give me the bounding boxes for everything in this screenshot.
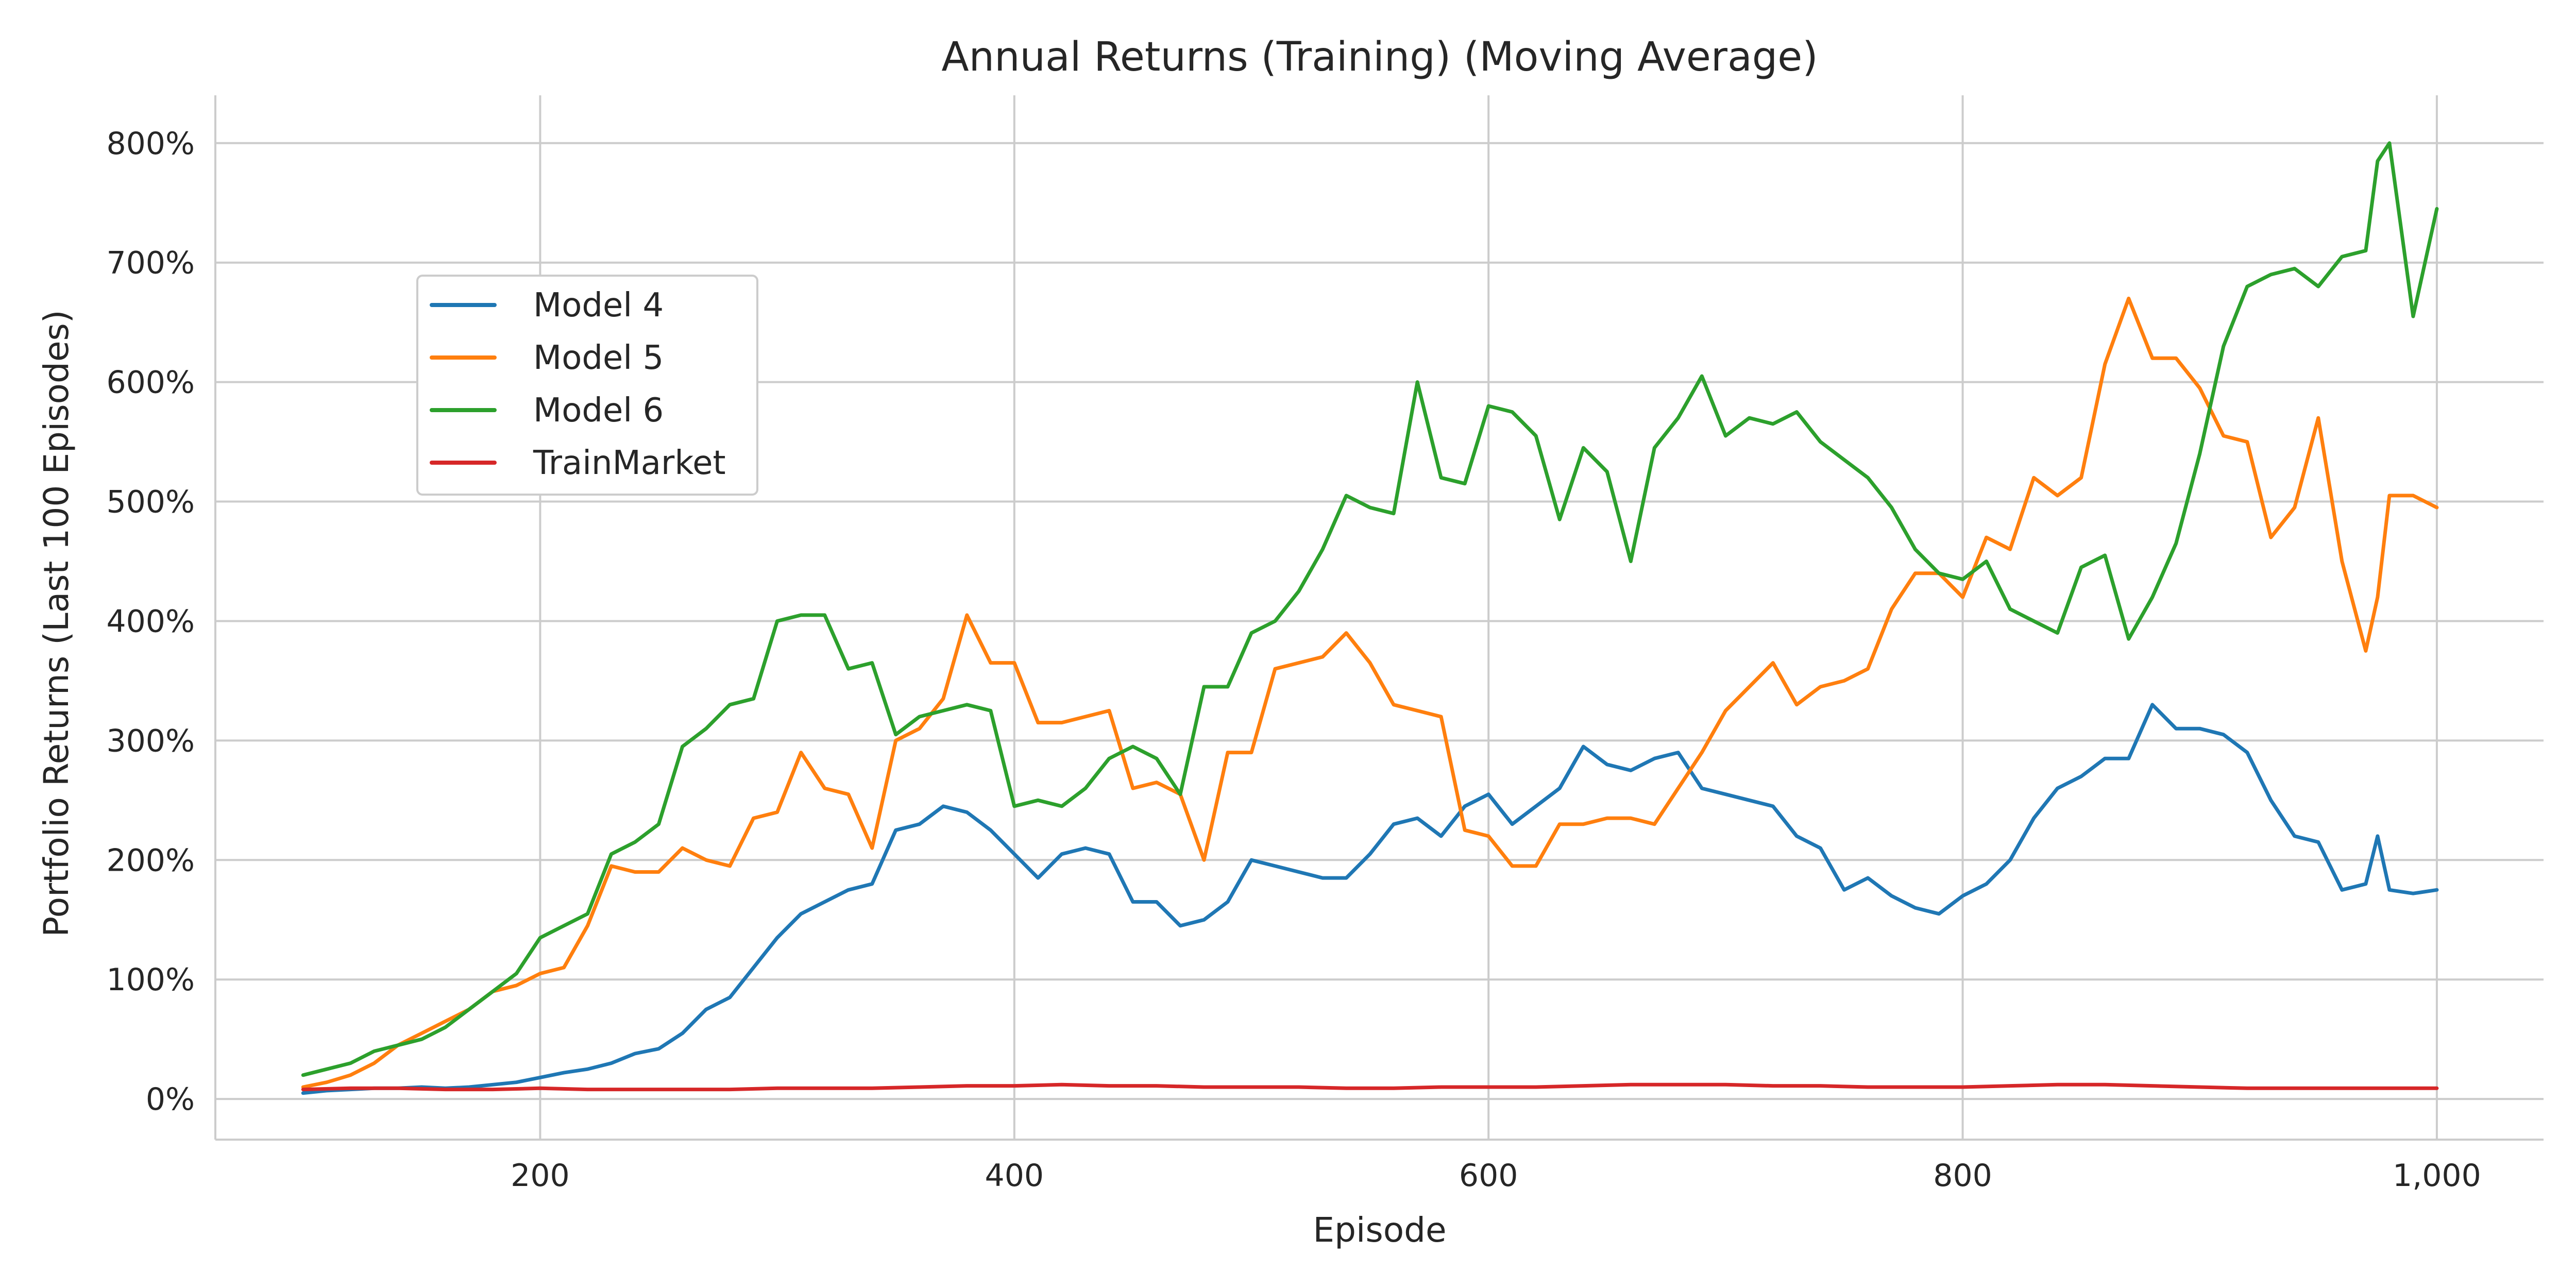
series-line-trainmarket (301, 1082, 2439, 1092)
x-axis-label: Episode (1313, 1210, 1446, 1250)
axes (214, 95, 2544, 1141)
legend-box (416, 275, 758, 496)
x-tick-label: 400 (985, 1158, 1044, 1194)
grid (215, 95, 2544, 1140)
y-tick-label: 400% (106, 603, 195, 639)
y-tick-label: 100% (106, 962, 195, 998)
y-tick-label: 500% (106, 484, 195, 520)
y-tick-label: 800% (106, 126, 195, 162)
y-axis-label: Portfolio Returns (Last 100 Episodes) (37, 310, 76, 937)
y-tick-label: 300% (106, 723, 195, 759)
x-tick-label: 200 (511, 1158, 570, 1194)
series-line-model-6 (301, 141, 2439, 1077)
y-tick-label: 0% (146, 1081, 195, 1117)
legend-label-trainmarket: TrainMarket (533, 444, 726, 482)
tick-labels: 200 400 600 800 1,000 0% 100% 200% 300% 400% 500% 6… (106, 126, 2481, 1194)
chart-title: Annual Returns (Training) (Moving Averag… (941, 34, 1818, 80)
x-tick-label: 600 (1459, 1158, 1518, 1194)
x-tick-label: 800 (1933, 1158, 1992, 1194)
x-tick-label: 1,000 (2393, 1158, 2481, 1194)
legend: Model 4 Model 5 Model 6 TrainMarket (416, 275, 758, 496)
legend-label-model-5: Model 5 (533, 339, 664, 377)
series-line-model-5 (301, 296, 2439, 1089)
series-line-model-4 (301, 703, 2439, 1095)
legend-label-model-6: Model 6 (533, 392, 664, 430)
y-tick-label: 700% (106, 245, 195, 281)
legend-label-model-4: Model 4 (533, 286, 664, 325)
y-tick-label: 600% (106, 365, 195, 401)
y-tick-label: 200% (106, 842, 195, 878)
series-lines (301, 141, 2439, 1095)
